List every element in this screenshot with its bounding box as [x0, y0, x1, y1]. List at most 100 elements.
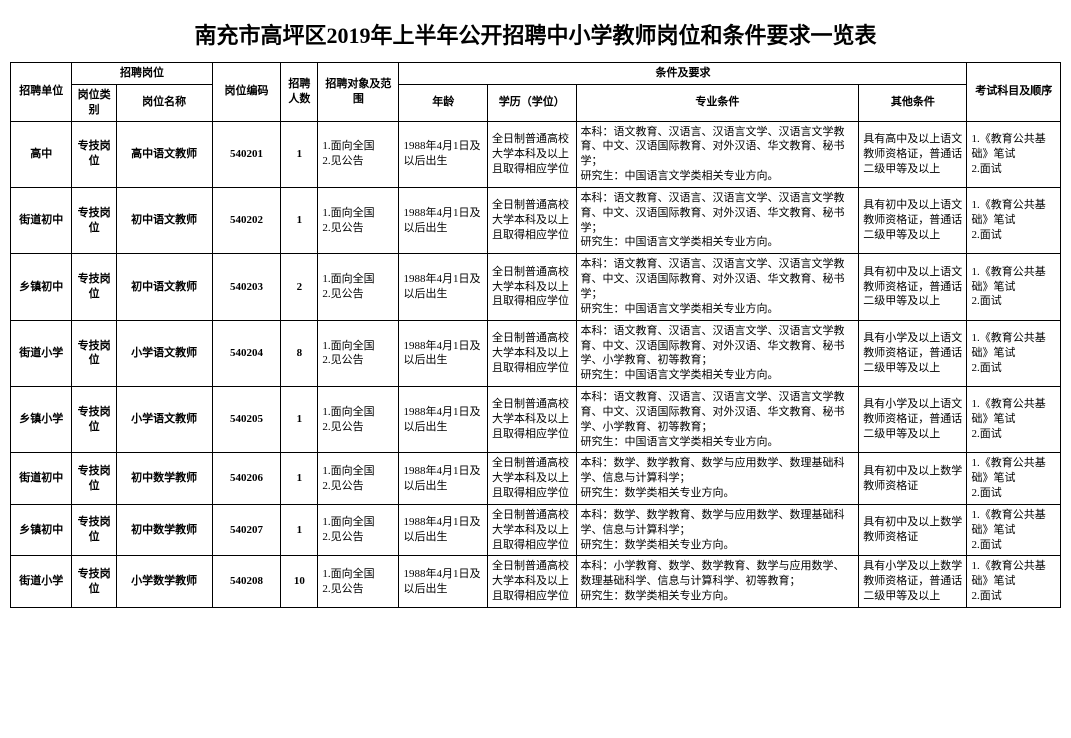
- cell-age: 1988年4月1日及以后出生: [399, 320, 488, 386]
- cell-edu: 全日制普通高校大学本科及以上且取得相应学位: [487, 254, 576, 320]
- cell-code: 540207: [212, 504, 281, 556]
- cell-scope: 1.面向全国 2.见公告: [318, 187, 399, 253]
- cell-posname: 初中语文教师: [116, 187, 212, 253]
- header-exam: 考试科目及顺序: [967, 63, 1061, 122]
- header-position-group: 招聘岗位: [72, 63, 212, 85]
- table-row: 街道小学专技岗位小学数学教师540208101.面向全国 2.见公告1988年4…: [11, 556, 1061, 608]
- table-header: 招聘单位 招聘岗位 岗位编码 招聘人数 招聘对象及范围 条件及要求 考试科目及顺…: [11, 63, 1061, 122]
- cell-other: 具有初中及以上数学教师资格证: [859, 453, 967, 505]
- cell-cat: 专技岗位: [72, 556, 116, 608]
- cell-edu: 全日制普通高校大学本科及以上且取得相应学位: [487, 453, 576, 505]
- cell-edu: 全日制普通高校大学本科及以上且取得相应学位: [487, 320, 576, 386]
- cell-posname: 小学语文教师: [116, 320, 212, 386]
- table-row: 街道初中专技岗位初中语文教师54020211.面向全国 2.见公告1988年4月…: [11, 187, 1061, 253]
- cell-major: 本科：语文教育、汉语言、汉语言文学、汉语言文学教育、中文、汉语国际教育、对外汉语…: [576, 320, 859, 386]
- cell-unit: 乡镇初中: [11, 504, 72, 556]
- cell-edu: 全日制普通高校大学本科及以上且取得相应学位: [487, 387, 576, 453]
- header-other: 其他条件: [859, 84, 967, 121]
- cell-posname: 高中语文教师: [116, 121, 212, 187]
- cell-count: 1: [281, 121, 318, 187]
- cell-unit: 街道初中: [11, 187, 72, 253]
- cell-cat: 专技岗位: [72, 387, 116, 453]
- table-row: 街道小学专技岗位小学语文教师54020481.面向全国 2.见公告1988年4月…: [11, 320, 1061, 386]
- cell-exam: 1.《教育公共基础》笔试 2.面试: [967, 121, 1061, 187]
- cell-edu: 全日制普通高校大学本科及以上且取得相应学位: [487, 504, 576, 556]
- cell-cat: 专技岗位: [72, 254, 116, 320]
- cell-other: 具有小学及以上语文教师资格证，普通话二级甲等及以上: [859, 387, 967, 453]
- cell-major: 本科：数学、数学教育、数学与应用数学、数理基础科学、信息与计算科学； 研究生：数…: [576, 504, 859, 556]
- cell-count: 10: [281, 556, 318, 608]
- cell-count: 1: [281, 504, 318, 556]
- header-scope: 招聘对象及范围: [318, 63, 399, 122]
- cell-unit: 街道小学: [11, 320, 72, 386]
- cell-count: 8: [281, 320, 318, 386]
- header-age: 年龄: [399, 84, 488, 121]
- header-code: 岗位编码: [212, 63, 281, 122]
- cell-scope: 1.面向全国 2.见公告: [318, 504, 399, 556]
- cell-unit: 乡镇初中: [11, 254, 72, 320]
- cell-age: 1988年4月1日及以后出生: [399, 556, 488, 608]
- cell-scope: 1.面向全国 2.见公告: [318, 320, 399, 386]
- cell-code: 540206: [212, 453, 281, 505]
- header-major: 专业条件: [576, 84, 859, 121]
- cell-scope: 1.面向全国 2.见公告: [318, 387, 399, 453]
- cell-other: 具有初中及以上数学教师资格证: [859, 504, 967, 556]
- cell-age: 1988年4月1日及以后出生: [399, 254, 488, 320]
- cell-age: 1988年4月1日及以后出生: [399, 121, 488, 187]
- cell-major: 本科：语文教育、汉语言、汉语言文学、汉语言文学教育、中文、汉语国际教育、对外汉语…: [576, 187, 859, 253]
- cell-major: 本科：小学教育、数学、数学教育、数学与应用数学、数理基础科学、信息与计算科学、初…: [576, 556, 859, 608]
- header-position-name: 岗位名称: [116, 84, 212, 121]
- page-title: 南充市高坪区2019年上半年公开招聘中小学教师岗位和条件要求一览表: [10, 18, 1061, 50]
- cell-exam: 1.《教育公共基础》笔试 2.面试: [967, 387, 1061, 453]
- cell-other: 具有小学及以上数学教师资格证，普通话二级甲等及以上: [859, 556, 967, 608]
- cell-count: 2: [281, 254, 318, 320]
- cell-scope: 1.面向全国 2.见公告: [318, 556, 399, 608]
- cell-exam: 1.《教育公共基础》笔试 2.面试: [967, 453, 1061, 505]
- cell-posname: 初中语文教师: [116, 254, 212, 320]
- cell-edu: 全日制普通高校大学本科及以上且取得相应学位: [487, 121, 576, 187]
- cell-other: 具有高中及以上语文教师资格证，普通话二级甲等及以上: [859, 121, 967, 187]
- header-edu: 学历（学位）: [487, 84, 576, 121]
- cell-code: 540208: [212, 556, 281, 608]
- header-position-cat: 岗位类别: [72, 84, 116, 121]
- cell-unit: 街道初中: [11, 453, 72, 505]
- cell-major: 本科：语文教育、汉语言、汉语言文学、汉语言文学教育、中文、汉语国际教育、对外汉语…: [576, 254, 859, 320]
- cell-exam: 1.《教育公共基础》笔试 2.面试: [967, 254, 1061, 320]
- cell-count: 1: [281, 453, 318, 505]
- table-row: 乡镇初中专技岗位初中数学教师54020711.面向全国 2.见公告1988年4月…: [11, 504, 1061, 556]
- cell-posname: 小学数学教师: [116, 556, 212, 608]
- cell-exam: 1.《教育公共基础》笔试 2.面试: [967, 556, 1061, 608]
- cell-scope: 1.面向全国 2.见公告: [318, 453, 399, 505]
- cell-age: 1988年4月1日及以后出生: [399, 504, 488, 556]
- header-count: 招聘人数: [281, 63, 318, 122]
- cell-scope: 1.面向全国 2.见公告: [318, 254, 399, 320]
- cell-posname: 初中数学教师: [116, 453, 212, 505]
- cell-code: 540202: [212, 187, 281, 253]
- cell-other: 具有小学及以上语文教师资格证，普通话二级甲等及以上: [859, 320, 967, 386]
- cell-unit: 高中: [11, 121, 72, 187]
- cell-major: 本科：语文教育、汉语言、汉语言文学、汉语言文学教育、中文、汉语国际教育、对外汉语…: [576, 121, 859, 187]
- header-req-group: 条件及要求: [399, 63, 967, 85]
- table-row: 高中专技岗位高中语文教师54020111.面向全国 2.见公告1988年4月1日…: [11, 121, 1061, 187]
- cell-code: 540204: [212, 320, 281, 386]
- cell-age: 1988年4月1日及以后出生: [399, 387, 488, 453]
- cell-age: 1988年4月1日及以后出生: [399, 453, 488, 505]
- cell-major: 本科：数学、数学教育、数学与应用数学、数理基础科学、信息与计算科学； 研究生：数…: [576, 453, 859, 505]
- cell-cat: 专技岗位: [72, 453, 116, 505]
- cell-cat: 专技岗位: [72, 320, 116, 386]
- cell-exam: 1.《教育公共基础》笔试 2.面试: [967, 187, 1061, 253]
- cell-unit: 街道小学: [11, 556, 72, 608]
- cell-cat: 专技岗位: [72, 187, 116, 253]
- cell-other: 具有初中及以上语文教师资格证，普通话二级甲等及以上: [859, 187, 967, 253]
- table-row: 乡镇初中专技岗位初中语文教师54020321.面向全国 2.见公告1988年4月…: [11, 254, 1061, 320]
- cell-count: 1: [281, 187, 318, 253]
- cell-edu: 全日制普通高校大学本科及以上且取得相应学位: [487, 556, 576, 608]
- table-body: 高中专技岗位高中语文教师54020111.面向全国 2.见公告1988年4月1日…: [11, 121, 1061, 607]
- cell-exam: 1.《教育公共基础》笔试 2.面试: [967, 320, 1061, 386]
- cell-code: 540205: [212, 387, 281, 453]
- cell-posname: 初中数学教师: [116, 504, 212, 556]
- cell-major: 本科：语文教育、汉语言、汉语言文学、汉语言文学教育、中文、汉语国际教育、对外汉语…: [576, 387, 859, 453]
- cell-age: 1988年4月1日及以后出生: [399, 187, 488, 253]
- cell-code: 540201: [212, 121, 281, 187]
- cell-cat: 专技岗位: [72, 121, 116, 187]
